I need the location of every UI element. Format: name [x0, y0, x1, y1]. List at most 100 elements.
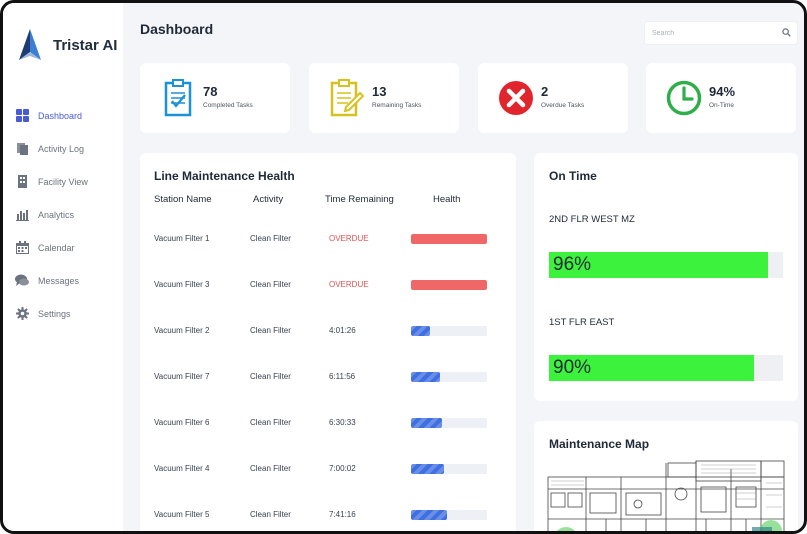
- column-header-time: Time Remaining: [325, 194, 394, 205]
- sidebar-item-activity-log[interactable]: Activity Log: [3, 132, 123, 165]
- stat-label: On-Time: [709, 102, 735, 109]
- calendar-icon: [15, 241, 29, 255]
- on-time-percent: 96%: [553, 254, 592, 275]
- stat-label: Overdue Tasks: [541, 102, 585, 109]
- line-maintenance-card: Line Maintenance Health Station Name Act…: [140, 153, 516, 531]
- station-name: Vacuum Filter 3: [154, 280, 210, 289]
- chat-icon: [15, 274, 29, 288]
- activity: Clean Filter: [250, 372, 291, 381]
- table-row[interactable]: Vacuum Filter 3 Clean Filter OVERDUE: [140, 280, 516, 328]
- floor-plan-map[interactable]: [546, 459, 786, 534]
- bar-chart-icon: [15, 208, 29, 222]
- brand-name: Tristar AI: [53, 36, 118, 54]
- sidebar-item-label: Activity Log: [38, 143, 85, 154]
- health-bar-fill: [411, 418, 443, 428]
- health-bar: [411, 234, 487, 244]
- health-bar: [411, 326, 487, 336]
- time-remaining: 6:30:33: [329, 418, 356, 427]
- x-circle-icon: [496, 78, 536, 118]
- page-title: Dashboard: [140, 21, 214, 37]
- stat-card-remaining: 13 Remaining Tasks: [309, 63, 459, 133]
- table-row[interactable]: Vacuum Filter 6 Clean Filter 6:30:33: [140, 418, 516, 466]
- table-row[interactable]: Vacuum Filter 4 Clean Filter 7:00:02: [140, 464, 516, 512]
- time-remaining: 7:41:16: [329, 510, 356, 519]
- card-title: Line Maintenance Health: [154, 169, 295, 183]
- stat-card-on-time: 94% On-Time: [646, 63, 796, 133]
- sidebar-item-label: Analytics: [38, 209, 75, 220]
- search-box[interactable]: [645, 22, 797, 44]
- table-row[interactable]: Vacuum Filter 5 Clean Filter 7:41:16: [140, 510, 516, 531]
- sidebar-nav: Dashboard Activity Log Facility View Ana…: [3, 99, 123, 330]
- search-input[interactable]: [650, 28, 779, 38]
- activity-log-icon: [15, 142, 29, 156]
- column-header-health: Health: [433, 194, 461, 205]
- search-icon[interactable]: [782, 28, 791, 37]
- health-bar-fill: [411, 234, 487, 244]
- health-bar: [411, 418, 487, 428]
- health-bar-fill: [411, 372, 440, 382]
- sidebar-item-label: Messages: [38, 275, 80, 286]
- health-bar: [411, 464, 487, 474]
- maintenance-map-card: Maintenance Map: [534, 421, 798, 534]
- station-name: Vacuum Filter 6: [154, 418, 210, 427]
- sidebar-item-facility-view[interactable]: Facility View: [3, 165, 123, 198]
- station-name: Vacuum Filter 1: [154, 234, 210, 243]
- time-remaining: 4:01:26: [329, 326, 356, 335]
- activity: Clean Filter: [250, 234, 291, 243]
- card-title: On Time: [549, 169, 597, 183]
- on-time-location: 1ST FLR EAST: [549, 317, 615, 328]
- on-time-bar: 90%: [549, 355, 783, 381]
- column-header-activity: Activity: [253, 194, 284, 205]
- health-bar-fill: [411, 326, 430, 336]
- stat-card-completed: 78 Completed Tasks: [140, 63, 290, 133]
- sidebar-item-label: Dashboard: [38, 110, 83, 121]
- health-bar: [411, 280, 487, 290]
- gear-icon: [15, 307, 29, 321]
- station-name: Vacuum Filter 4: [154, 464, 210, 473]
- stat-value: 13: [372, 84, 387, 99]
- on-time-bar: 96%: [549, 252, 783, 278]
- on-time-percent: 90%: [553, 357, 592, 378]
- health-bar-fill: [411, 510, 447, 520]
- sidebar-item-calendar[interactable]: Calendar: [3, 231, 123, 264]
- station-name: Vacuum Filter 5: [154, 510, 210, 519]
- on-time-location: 2ND FLR WEST MZ: [549, 214, 635, 225]
- station-name: Vacuum Filter 7: [154, 372, 210, 381]
- on-time-card: On Time 2ND FLR WEST MZ 96% 1ST FLR EAST…: [534, 153, 798, 401]
- card-title: Maintenance Map: [549, 437, 650, 451]
- stat-value: 78: [203, 84, 218, 99]
- sidebar-item-label: Facility View: [38, 176, 88, 187]
- clock-icon: [664, 78, 704, 118]
- table-row[interactable]: Vacuum Filter 7 Clean Filter 6:11:56: [140, 372, 516, 420]
- sidebar: Tristar AI Dashboard Activity Log Facili…: [3, 3, 123, 531]
- health-bar: [411, 372, 487, 382]
- time-remaining: OVERDUE: [329, 280, 369, 289]
- column-header-station: Station Name: [154, 194, 212, 205]
- sidebar-item-label: Settings: [38, 308, 71, 319]
- sidebar-item-analytics[interactable]: Analytics: [3, 198, 123, 231]
- sidebar-item-messages[interactable]: Messages: [3, 264, 123, 297]
- table-row[interactable]: Vacuum Filter 2 Clean Filter 4:01:26: [140, 326, 516, 374]
- health-bar-fill: [411, 280, 487, 290]
- clipboard-edit-icon: [327, 78, 367, 118]
- health-bar-fill: [411, 464, 445, 474]
- sidebar-item-settings[interactable]: Settings: [3, 297, 123, 330]
- time-remaining: OVERDUE: [329, 234, 369, 243]
- stat-value: 2: [541, 84, 549, 99]
- clipboard-check-icon: [158, 78, 198, 118]
- health-bar: [411, 510, 487, 520]
- time-remaining: 6:11:56: [329, 372, 356, 381]
- main-content: Dashboard 78 Completed Tasks 13 Remainin…: [123, 3, 804, 531]
- activity: Clean Filter: [250, 464, 291, 473]
- on-time-bar-fill: 90%: [549, 355, 754, 381]
- stat-label: Remaining Tasks: [372, 102, 422, 109]
- activity: Clean Filter: [250, 510, 291, 519]
- brand[interactable]: Tristar AI: [13, 27, 117, 63]
- sidebar-item-label: Calendar: [38, 242, 75, 253]
- sidebar-item-dashboard[interactable]: Dashboard: [3, 99, 123, 132]
- stat-card-overdue: 2 Overdue Tasks: [478, 63, 628, 133]
- table-row[interactable]: Vacuum Filter 1 Clean Filter OVERDUE: [140, 234, 516, 282]
- tristar-logo: [19, 29, 41, 60]
- activity: Clean Filter: [250, 280, 291, 289]
